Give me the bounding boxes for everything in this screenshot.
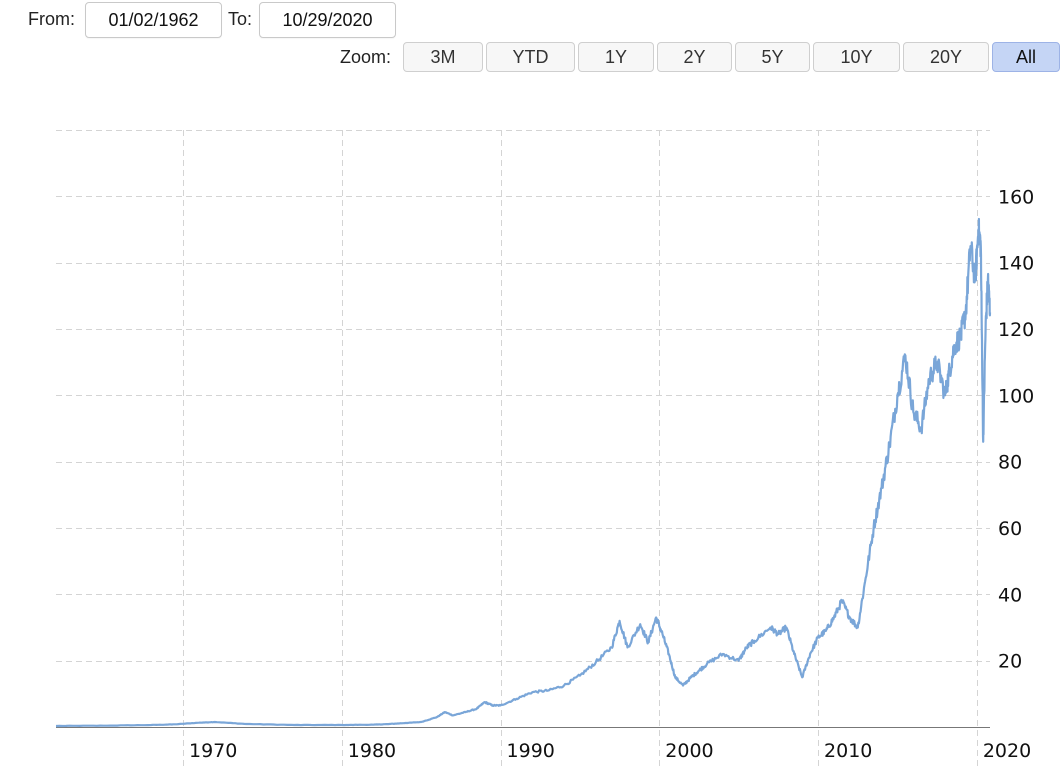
to-label: To: (228, 9, 253, 29)
y-tick-label: 60 (998, 518, 1022, 540)
x-tick-label: 2000 (665, 740, 713, 762)
y-tick-label: 120 (998, 319, 1034, 341)
x-tick-label: 1970 (189, 740, 237, 762)
zoom-10y-button[interactable]: 10Y (813, 42, 900, 72)
chart-series (55, 217, 992, 728)
y-tick-label: 100 (998, 385, 1034, 407)
y-tick-label: 80 (998, 452, 1022, 474)
zoom-label: Zoom: (340, 47, 392, 67)
to-date-input[interactable]: 10/29/2020 (259, 2, 396, 38)
zoom-ytd-button[interactable]: YTD (486, 42, 575, 72)
x-tick-label: 2020 (983, 740, 1031, 762)
x-axis-ticks: 1970 1980 1990 2000 2010 2020 (189, 740, 1031, 762)
from-date-input[interactable]: 01/02/1962 (85, 2, 222, 38)
from-label: From: (28, 9, 75, 29)
zoom-1y-button[interactable]: 1Y (578, 42, 654, 72)
x-tick-label: 2010 (824, 740, 872, 762)
zoom-20y-button[interactable]: 20Y (903, 42, 989, 72)
x-tick-label: 1990 (507, 740, 555, 762)
zoom-5y-button[interactable]: 5Y (735, 42, 810, 72)
chart-grid (56, 130, 990, 767)
y-tick-label: 160 (998, 186, 1034, 208)
y-axis-ticks: 20 40 60 80 100 120 140 160 (998, 186, 1034, 672)
y-tick-label: 20 (998, 651, 1022, 673)
y-tick-label: 40 (998, 584, 1022, 606)
x-tick-label: 1980 (348, 740, 396, 762)
zoom-3m-button[interactable]: 3M (403, 42, 483, 72)
zoom-all-button[interactable]: All (992, 42, 1060, 72)
y-tick-label: 140 (998, 253, 1034, 275)
series-line (55, 217, 992, 728)
zoom-2y-button[interactable]: 2Y (657, 42, 732, 72)
